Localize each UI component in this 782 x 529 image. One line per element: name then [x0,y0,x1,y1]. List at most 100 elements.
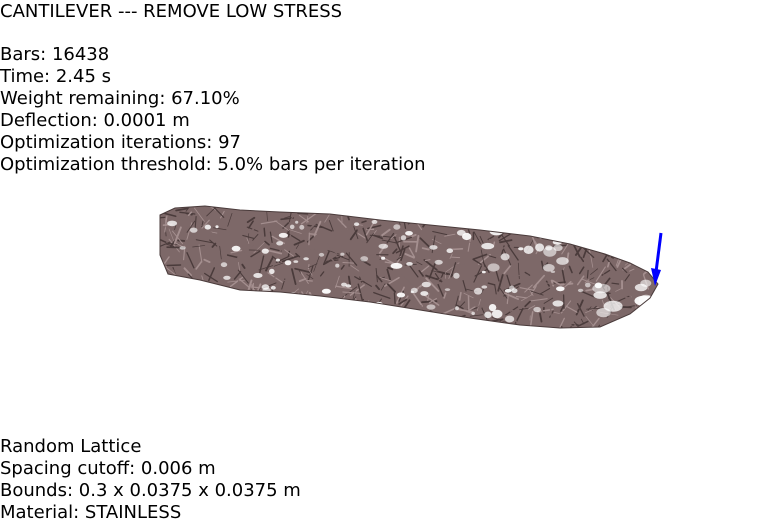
lattice-void [621,232,634,241]
lattice-void [190,312,194,315]
lattice-void [447,248,454,253]
lattice-void [190,228,198,233]
lattice-bar [206,299,215,306]
lattice-bar [447,218,457,225]
lattice-bar [219,309,223,310]
material: Material: STAINLESS [0,502,301,524]
lattice-bar [586,289,593,290]
lattice-void [405,231,413,236]
lattice-void [316,298,323,302]
lattice-void [592,284,610,294]
lattice-void [167,221,177,227]
lattice-bar [412,330,422,334]
lattice-void [360,256,368,261]
lattice-bar [641,254,646,257]
lattice-bar [254,299,256,308]
lattice-bar [484,321,490,325]
lattice-void [293,260,298,263]
lattice-bar [623,210,624,217]
lattice-bar [218,313,227,315]
lattice-void [279,233,288,238]
lattice-bar [199,293,214,295]
lattice-void [422,282,431,288]
lattice-void [453,273,459,279]
lattice-void [295,221,298,224]
lattice-bar [527,326,531,343]
lattice-bar [318,325,331,332]
lattice-void [574,220,590,228]
lattice-bar [634,245,648,256]
lattice-void [250,311,257,314]
lattice-void [391,263,403,269]
lattice-bar [448,321,459,323]
lattice-bar [630,328,645,332]
lattice-bar [640,254,656,259]
lattice-bar [305,301,315,302]
lattice-void [643,235,651,240]
lattice-bar [244,291,251,297]
lattice-bar [161,309,172,322]
bounds: Bounds: 0.3 x 0.0375 x 0.0375 m [0,480,301,502]
lattice-bar [347,293,348,297]
lattice-void [556,257,569,265]
lattice-void [354,222,359,226]
lattice-bar [314,306,318,318]
deflection: Deflection: 0.0001 m [0,110,426,132]
lattice-bar [223,319,229,326]
lattice-bar [170,328,183,332]
lattice-bar [635,235,636,239]
lattice-bar [218,320,233,328]
lattice-bar [268,299,274,308]
lattice-bar [517,281,525,282]
lattice-bar [278,309,284,324]
lattice-bar [298,293,302,303]
lattice-void [406,262,413,266]
lattice-bar [158,283,165,290]
lattice-void [269,269,275,274]
lattice-bar [524,223,532,231]
lattice-bar [637,262,642,265]
lattice-bar [481,206,491,218]
lattice-bar [178,240,184,241]
lattice-void [572,224,583,234]
lattice-bar [385,309,389,311]
lattice-bar [618,215,621,231]
lattice-bar [550,231,551,240]
lattice-void [371,309,376,312]
lattice-bar [231,298,236,314]
lattice-bar [220,310,227,317]
lattice-void [629,222,644,231]
lattice-bar [638,241,650,247]
lattice-void [597,241,601,244]
lattice-void [445,288,450,291]
lattice-bar [649,211,656,223]
lattice-bar [524,330,531,332]
lattice-void [519,217,524,220]
lattice-bar [252,314,261,320]
lattice-bar [603,224,617,225]
lattice-bar [274,299,280,305]
lattice-void [556,286,565,291]
lattice-void [281,300,286,304]
lattice-bar [287,308,296,310]
lattice-void [238,303,241,306]
lattice-bar [425,321,428,325]
lattice-void [429,245,437,250]
lattice-bar [222,289,235,290]
lattice-bar [640,234,651,237]
lattice-bar [303,299,313,306]
lattice-void [481,243,494,249]
lattice-bar [456,222,460,224]
lattice-bar [148,213,160,227]
lattice-bar [276,293,278,297]
lattice-bar [196,289,203,290]
lattice-bar [601,212,609,216]
lattice-bar [537,221,538,237]
lattice-bar [495,321,501,337]
lattice-bar [308,265,309,269]
lattice-bar [254,302,260,307]
lattice-bar [651,246,652,251]
lattice-void [429,318,438,324]
lattice-void [461,211,471,217]
lattice-bar [204,298,218,301]
